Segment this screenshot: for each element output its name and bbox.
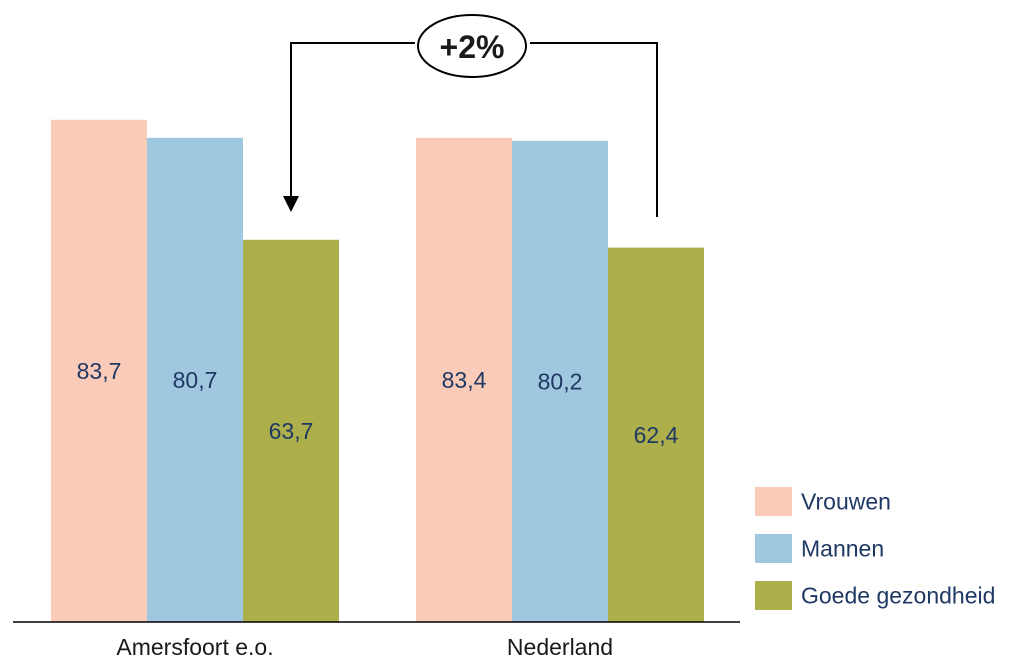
bar-mannen-nederland: [512, 140, 608, 623]
value-label-mannen-nederland: 80,2: [538, 368, 583, 394]
value-label-mannen-amersfoort-e-o: 80,7: [173, 367, 218, 393]
callout-text: +2%: [440, 29, 505, 65]
category-label-amersfoort-e-o: Amersfoort e.o.: [116, 634, 273, 660]
legend-swatch-mannen: [755, 534, 792, 563]
bars-group: [51, 119, 704, 623]
category-label-nederland: Nederland: [507, 634, 613, 660]
bar-goede-gezondheid-nederland: [608, 247, 704, 622]
bar-mannen-amersfoort-e-o: [147, 137, 243, 623]
bar-vrouwen-amersfoort-e-o: [51, 119, 147, 623]
value-label-goede-gezondheid-nederland: 62,4: [634, 422, 679, 448]
callout-ellipse: [417, 14, 527, 78]
legend: Vrouwen Mannen Goede gezondheid: [755, 487, 995, 610]
legend-label-goede-gezondheid: Goede gezondheid: [801, 583, 995, 609]
callout-connector: [290, 42, 658, 217]
value-label-vrouwen-amersfoort-e-o: 83,7: [77, 358, 122, 384]
category-labels-group: Amersfoort e.o. Nederland: [116, 634, 613, 660]
legend-swatch-vrouwen: [755, 487, 792, 516]
legend-swatch-goede-gezondheid: [755, 581, 792, 610]
legend-label-vrouwen: Vrouwen: [801, 489, 891, 515]
value-label-goede-gezondheid-amersfoort-e-o: 63,7: [269, 418, 314, 444]
legend-label-mannen: Mannen: [801, 536, 884, 562]
bar-labels-group: 83,7 80,7 63,7 83,4 80,2 62,4: [77, 358, 679, 448]
bar-goede-gezondheid-amersfoort-e-o: [243, 239, 339, 623]
callout-arrowhead: [283, 196, 299, 212]
change-callout: +2%: [283, 14, 658, 217]
value-label-vrouwen-nederland: 83,4: [442, 367, 487, 393]
bar-vrouwen-nederland: [416, 137, 512, 623]
